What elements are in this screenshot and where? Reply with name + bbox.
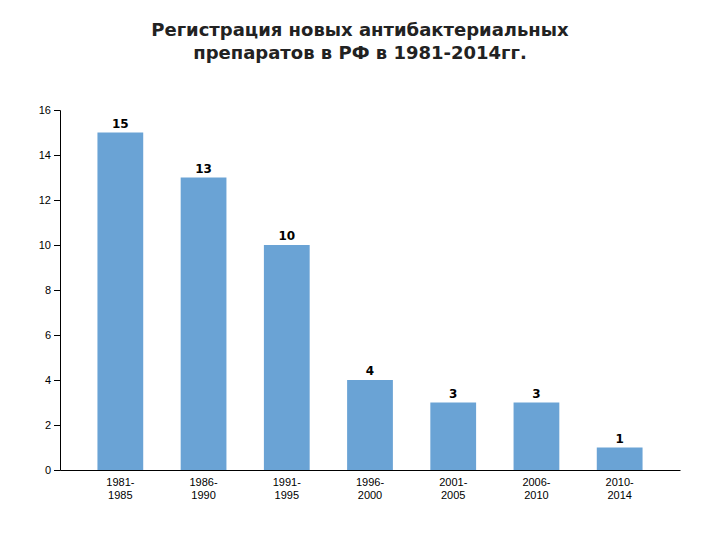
data-label: 3: [449, 387, 457, 401]
data-label: 13: [195, 162, 212, 176]
y-tick-mark: [54, 380, 60, 381]
y-tick-label: 14: [39, 149, 51, 161]
y-tick: 16: [39, 104, 60, 116]
x-tick-label: 2010-2014: [606, 476, 634, 501]
data-label: 1: [615, 432, 623, 446]
x-tick-label-line: 2010: [524, 489, 548, 501]
y-axis: 0 2 4 6 8 10 12 14 16: [39, 104, 61, 476]
x-tick-label-line: 1990: [191, 489, 215, 501]
y-tick-label: 16: [39, 104, 51, 116]
data-label: 15: [112, 117, 129, 131]
x-tick: 2010-2014: [606, 476, 634, 501]
x-tick-label-line: 2005: [441, 489, 465, 501]
bar: [430, 403, 476, 471]
x-axis: 1981-1985 1986-1990 1991-1995 1996-2000 2001…: [61, 471, 681, 502]
x-tick-label-line: 2000: [358, 489, 382, 501]
bar: [97, 133, 143, 471]
y-tick-mark: [54, 470, 60, 471]
y-tick: 4: [45, 374, 60, 386]
y-tick-label: 6: [45, 329, 51, 341]
data-label: 4: [366, 364, 374, 378]
x-tick-label: 1981-1985: [106, 476, 134, 501]
x-tick-label-line: 1986-: [189, 476, 217, 488]
y-tick: 10: [39, 239, 60, 251]
x-tick-label-line: 2001-: [439, 476, 467, 488]
x-tick-label-line: 1995: [275, 489, 299, 501]
y-tick: 14: [39, 149, 60, 161]
x-tick-label: 2001-2005: [439, 476, 467, 501]
data-label: 3: [532, 387, 540, 401]
y-tick-mark: [54, 335, 60, 336]
y-tick-label: 10: [39, 239, 51, 251]
y-axis-line: [54, 111, 61, 471]
y-tick: 12: [39, 194, 60, 206]
plot: 151310433102468101214161981-19851986-199…: [39, 104, 681, 501]
y-tick-label: 12: [39, 194, 51, 206]
x-tick-label-line: 2006-: [522, 476, 550, 488]
y-tick-label: 0: [45, 464, 51, 476]
bar: [264, 245, 310, 470]
x-tick-label-line: 1991-: [273, 476, 301, 488]
y-tick-label: 2: [45, 419, 51, 431]
x-tick-label: 2006-2010: [522, 476, 550, 501]
x-tick: 1981-1985: [106, 476, 134, 501]
bar: [347, 380, 393, 470]
chart: Регистрация новых антибактериальныхпрепа…: [0, 0, 720, 540]
bars: [97, 133, 642, 471]
y-tick-label: 8: [45, 284, 51, 296]
y-tick: 8: [45, 284, 60, 296]
y-tick: 6: [45, 329, 60, 341]
x-tick-label-line: 2010-: [606, 476, 634, 488]
y-tick-mark: [54, 290, 60, 291]
x-tick: 1996-2000: [356, 476, 384, 501]
x-tick-label-line: 1981-: [106, 476, 134, 488]
y-tick-mark: [54, 245, 60, 246]
x-tick: 1991-1995: [273, 476, 301, 501]
x-tick-label-line: 1996-: [356, 476, 384, 488]
title: Регистрация новых антибактериальныхпрепа…: [151, 19, 569, 63]
y-tick-mark: [54, 425, 60, 426]
x-tick: 2006-2010: [522, 476, 550, 501]
bar: [514, 403, 560, 471]
x-tick-label: 1986-1990: [189, 476, 217, 501]
y-tick: 0: [45, 464, 60, 476]
x-tick-label-line: 2014: [607, 489, 631, 501]
x-tick-label: 1991-1995: [273, 476, 301, 501]
x-tick: 2001-2005: [439, 476, 467, 501]
x-tick-label: 1996-2000: [356, 476, 384, 501]
y-tick-mark: [54, 155, 60, 156]
bar: [597, 448, 643, 471]
y-tick-mark: [54, 110, 60, 111]
data-label: 10: [278, 229, 295, 243]
title-line: Регистрация новых антибактериальных: [151, 19, 569, 40]
x-tick: 1986-1990: [189, 476, 217, 501]
x-axis-line: [61, 470, 681, 471]
bar: [181, 178, 227, 471]
x-tick-label-line: 1985: [108, 489, 132, 501]
y-tick: 2: [45, 419, 60, 431]
y-tick-mark: [54, 200, 60, 201]
title-line: препаратов в РФ в 1981-2014гг.: [193, 42, 527, 63]
y-tick-label: 4: [45, 374, 51, 386]
data-labels: 15 13 10 4 3 3 1: [112, 117, 624, 446]
